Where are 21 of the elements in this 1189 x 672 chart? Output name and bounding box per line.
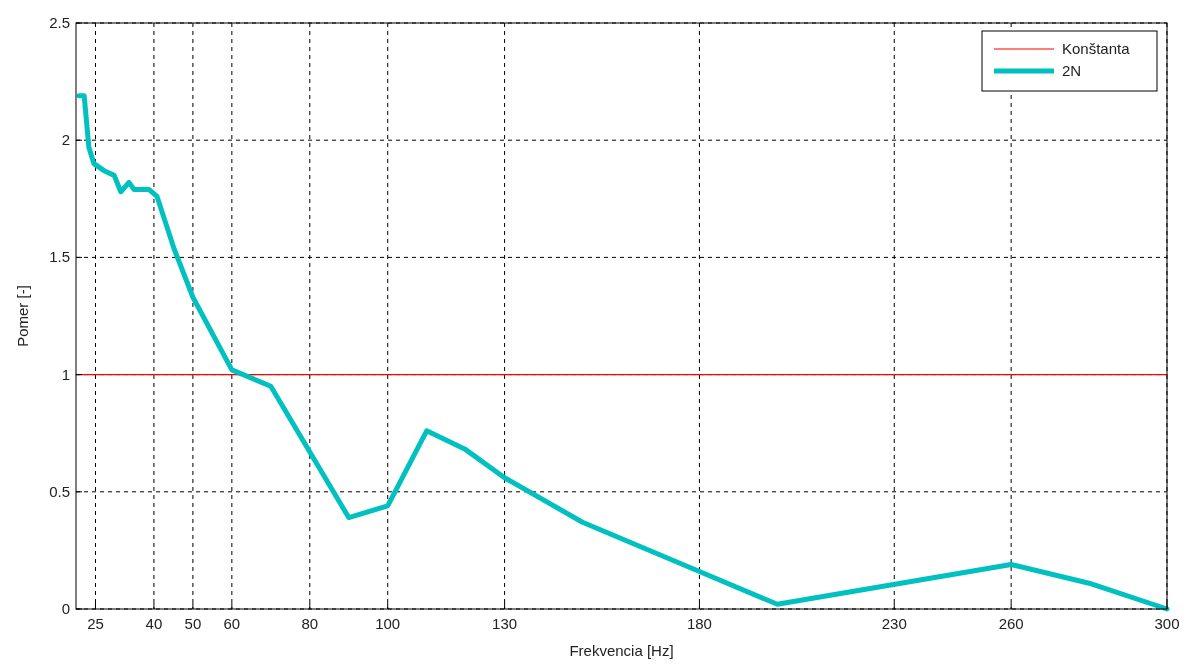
y-tick-label: 0.5: [49, 482, 70, 500]
x-tick-label: 260: [998, 615, 1024, 632]
x-tick-label: 300: [1154, 615, 1180, 632]
x-tick-label: 80: [301, 615, 319, 632]
x-tick-label: 100: [375, 615, 401, 632]
x-tick-label: 60: [223, 615, 241, 632]
y-tick-label: 1.5: [49, 248, 70, 266]
y-axis-title: Pomer [-]: [14, 285, 31, 347]
legend-label: 2N: [1062, 62, 1082, 79]
x-tick-label: 25: [87, 615, 104, 632]
x-tick-label: 50: [184, 615, 202, 632]
x-tick-label: 180: [686, 615, 712, 632]
x-axis-title: Frekvencia [Hz]: [569, 642, 674, 659]
y-tick-label: 1: [61, 365, 70, 383]
y-tick-label: 0: [61, 600, 70, 617]
legend-label: Konštanta: [1062, 40, 1131, 57]
x-tick-label: 40: [145, 615, 163, 632]
y-tick-label: 2: [61, 131, 70, 149]
x-tick-label: 130: [492, 615, 518, 632]
y-tick-label: 2.5: [49, 14, 70, 31]
x-tick-label: 230: [881, 615, 907, 632]
